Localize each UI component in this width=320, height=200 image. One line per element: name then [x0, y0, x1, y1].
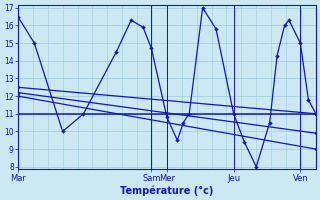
X-axis label: Température (°c): Température (°c)	[120, 185, 213, 196]
